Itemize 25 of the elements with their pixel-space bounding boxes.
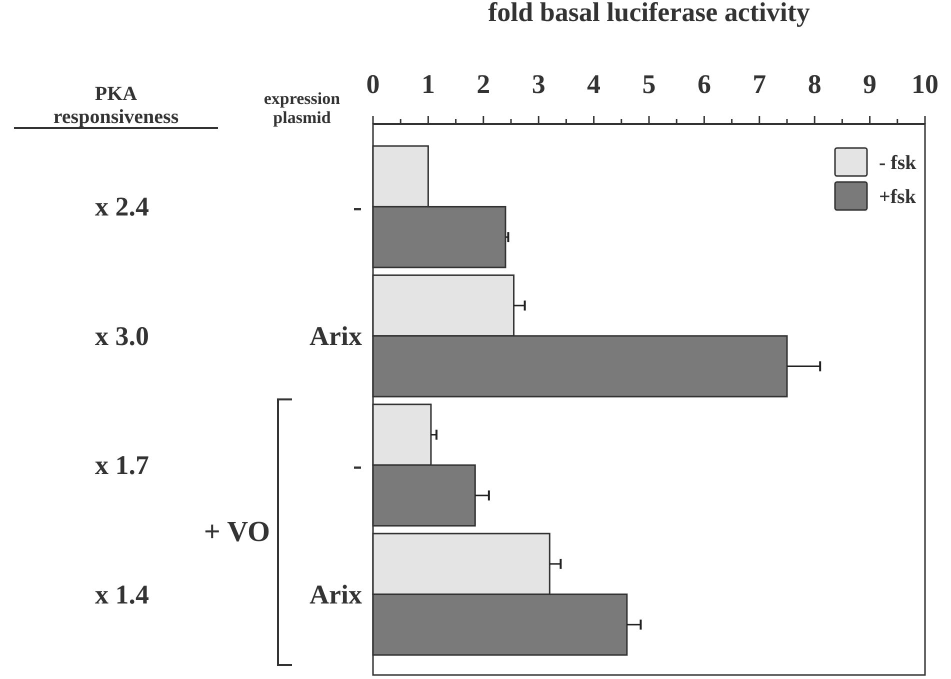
y2-tick-label: x 1.4 <box>95 579 149 610</box>
x-tick-label: 5 <box>642 69 656 99</box>
x-tick-label: 7 <box>752 69 766 99</box>
y-tick-label: Arix <box>310 320 362 351</box>
y-axis-title: expression plasmid <box>264 89 341 127</box>
x-tick-label: 10 <box>912 69 938 99</box>
x-tick-label: 9 <box>863 69 877 99</box>
legend-label: +fsk <box>879 186 917 208</box>
x-tick-label: 1 <box>421 69 435 99</box>
x-tick-label: 3 <box>532 69 546 99</box>
x-tick-label: 4 <box>587 69 601 99</box>
x-axis-title: fold basal luciferase activity <box>488 0 810 27</box>
y2-tick-label: x 2.4 <box>95 192 149 222</box>
x-tick-label: 0 <box>366 69 380 99</box>
y-tick-label: Arix <box>310 579 362 610</box>
text: PKA responsiveness <box>53 83 179 128</box>
y-tick-label: - <box>353 192 362 222</box>
y-tick-label: - <box>353 450 362 480</box>
x-tick-label: 6 <box>697 69 711 99</box>
x-tick-label: 8 <box>808 69 822 99</box>
y2-tick-label: x 3.0 <box>95 320 149 351</box>
x-tick-label: 2 <box>476 69 490 99</box>
legend-label: - fsk <box>879 152 918 174</box>
y2-tick-label: x 1.7 <box>95 450 149 480</box>
text: + VO <box>204 516 270 548</box>
